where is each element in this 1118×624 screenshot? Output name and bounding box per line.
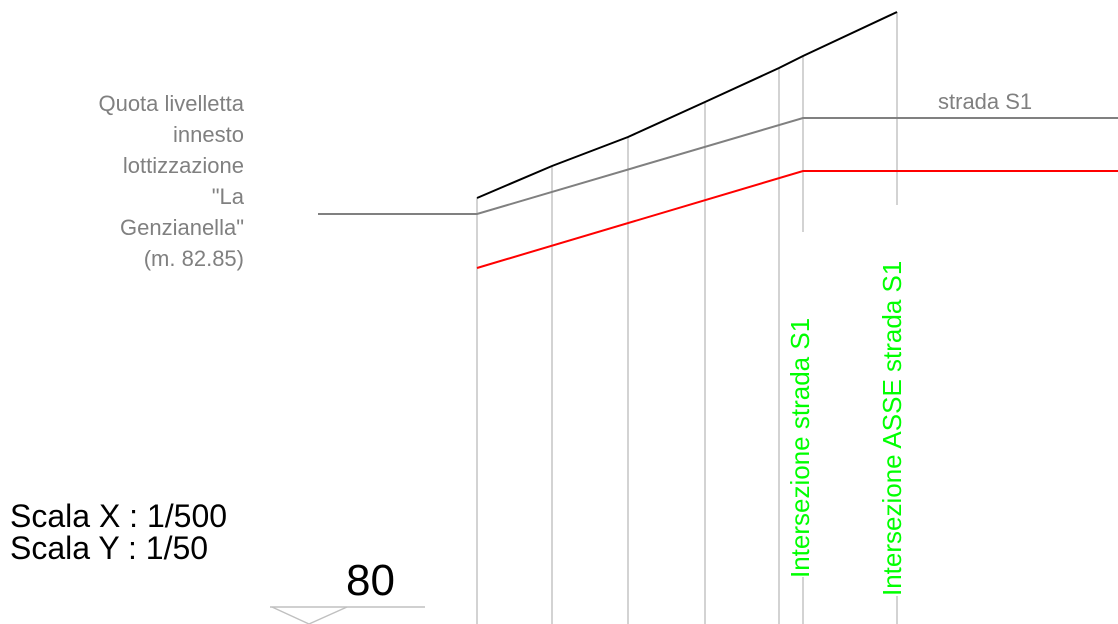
scale-y-label: Scala Y : 1/50 xyxy=(10,530,209,566)
datum-triangle xyxy=(271,606,348,624)
datum-elevation: 80 xyxy=(346,556,395,605)
station-lines xyxy=(476,12,898,624)
annotation-quota-livelletta: Quota livelletta innesto lottizzazione "… xyxy=(10,88,244,274)
annotation-line-6: (m. 82.85) xyxy=(143,246,244,271)
intersection-label: Intersezione strada S1 xyxy=(785,317,815,578)
annotation-line-5: Genzianella" xyxy=(120,215,244,240)
red-grade-line xyxy=(476,170,1118,269)
axis-intersection-label: Intersezione ASSE strada S1 xyxy=(877,260,907,596)
scale-x-label: Scala X : 1/500 xyxy=(10,498,228,534)
terrain-line xyxy=(476,11,898,199)
annotation-line-1: Quota livelletta xyxy=(98,91,244,116)
annotation-line-3: lottizzazione xyxy=(122,153,244,178)
annotation-line-4: "La xyxy=(211,184,244,209)
design-grade-line xyxy=(318,117,1118,215)
road-label: strada S1 xyxy=(938,89,1033,114)
annotation-line-2: innesto xyxy=(173,122,244,147)
